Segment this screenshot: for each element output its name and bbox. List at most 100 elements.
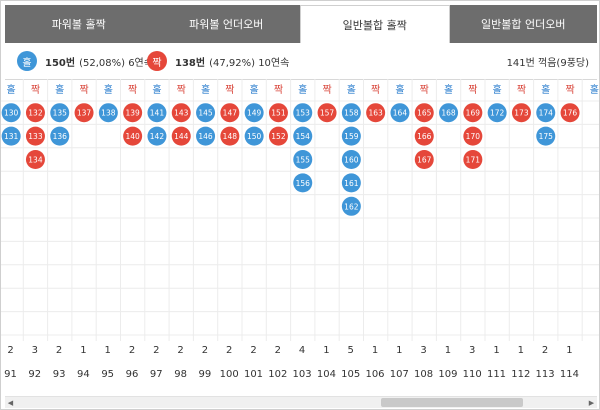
round-number: 105 [341,369,361,380]
result-ball: 142 [147,126,167,146]
odd-ball [50,103,70,123]
even-detail: (47,92%) 10연속 [209,57,290,69]
round-number: 113 [535,369,555,380]
result-ball: 157 [317,103,337,123]
ball-number: 141 [150,109,165,118]
result-ball: 137 [74,103,94,123]
even-ball [25,126,45,146]
result-ball: 162 [341,196,361,216]
column-header: 홀 [493,83,502,96]
ball-number: 176 [563,109,578,118]
ball-number: 157 [320,109,335,118]
odd-ball [390,103,410,123]
column-header: 홀 [201,83,210,96]
ball-number: 149 [247,109,262,118]
result-ball: 175 [536,126,556,146]
even-ball [366,103,386,123]
ball-number: 154 [296,132,311,141]
column-header: 짝 [274,84,283,96]
odd-badge: 홀 [17,51,37,71]
round-number: 94 [77,369,90,380]
streak-count: 3 [31,345,38,356]
odd-ball [196,103,216,123]
round-number: 112 [511,369,531,380]
odd-ball [50,126,70,146]
even-ball [463,103,483,123]
scroll-thumb[interactable] [381,398,523,407]
even-ball [463,150,483,169]
column-header: 홀 [55,83,64,96]
odd-ball [341,126,361,146]
even-ball [560,103,580,123]
streak-count: 2 [177,345,184,356]
even-ball [317,103,337,123]
horizontal-scrollbar[interactable]: ◀ ▶ [5,396,597,408]
column-header: 홀 [152,83,161,96]
result-ball: 149 [244,103,264,123]
odd-ball [244,103,264,123]
round-number: 99 [198,369,212,380]
result-ball: 151 [268,103,288,123]
streak-count: 1 [444,345,452,356]
result-ball: 164 [390,103,410,123]
ball-number: 163 [368,109,383,118]
round-number: 93 [52,369,66,380]
result-ball: 176 [560,103,580,123]
ball-number: 174 [539,109,554,118]
streak-count: 2 [274,345,281,356]
ball-number: 171 [466,156,481,165]
tab-bar: 파워볼 홀짝 파워볼 언더오버 일반볼합 홀짝 일반볼합 언더오버 [5,5,597,43]
result-ball: 147 [220,103,240,123]
result-ball: 145 [196,103,216,123]
ball-number: 147 [223,109,238,118]
result-ball: 146 [196,126,216,146]
result-ball: 130 [1,103,21,123]
result-ball: 148 [220,126,240,146]
odd-ball [487,103,507,123]
result-ball: 174 [536,103,556,123]
odd-summary: 홀 150번 (52,08%) 6연속 [17,51,153,71]
even-badge: 짝 [147,51,167,71]
column-header: 짝 [322,84,331,96]
result-ball: 136 [50,126,70,146]
ball-number: 148 [223,132,238,141]
scroll-right-arrow-icon[interactable]: ▶ [588,398,595,407]
result-ball: 161 [341,173,361,193]
odd-ball [1,103,21,123]
column-header: 홀 [298,83,307,96]
round-number: 101 [243,369,264,380]
result-ball: 138 [98,103,118,123]
result-ball: 155 [293,150,313,169]
odd-count: 150번 [45,57,76,69]
ball-number: 146 [198,132,213,141]
streak-count: 2 [201,345,209,356]
odd-ball [196,126,216,146]
tab-powerball-oddeven[interactable]: 파워볼 홀짝 [5,5,153,43]
even-ball [171,103,191,123]
streak-count: 1 [517,345,524,356]
ball-number: 173 [514,109,529,118]
flip-summary: 141번 꺽음(9풍당) [506,58,589,69]
round-number: 110 [462,369,482,380]
tab-normalsum-oddeven[interactable]: 일반볼합 홀짝 [300,5,450,43]
ball-number: 172 [490,109,505,118]
result-ball: 172 [487,103,507,123]
result-ball: 159 [341,126,361,146]
result-ball: 171 [463,150,483,169]
even-ball [74,103,94,123]
round-number: 108 [414,369,434,380]
ball-number: 175 [539,132,554,141]
tab-powerball-underover[interactable]: 파워볼 언더오버 [152,5,300,43]
streak-count: 2 [7,345,14,356]
column-header: 홀 [104,83,113,96]
odd-detail: (52,08%) 6연속 [79,57,153,69]
result-ball: 152 [268,126,288,146]
round-number: 97 [149,369,163,380]
odd-ball [293,103,313,123]
ball-number: 168 [441,109,456,118]
tab-normalsum-underover[interactable]: 일반볼합 언더오버 [449,5,597,43]
scroll-left-arrow-icon[interactable]: ◀ [7,398,14,407]
column-header: 홀 [7,83,16,96]
even-ball [123,126,143,146]
result-ball: 156 [293,173,313,193]
